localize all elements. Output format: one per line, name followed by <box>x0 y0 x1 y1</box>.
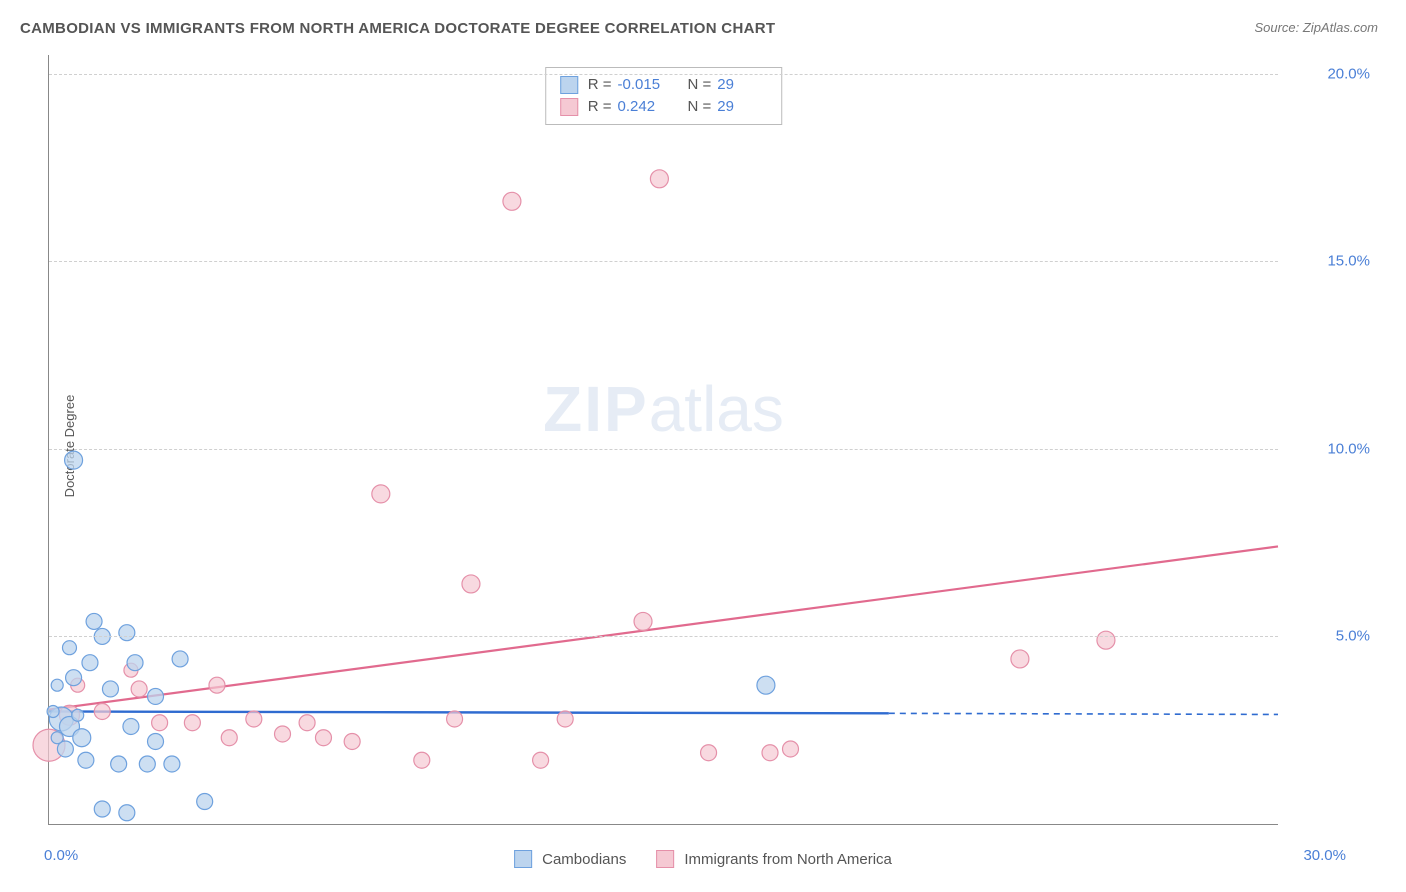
stat-r-value: -0.015 <box>618 74 668 96</box>
stats-legend-row: R = -0.015 N = 29 <box>560 74 768 96</box>
x-axis-end-label: 30.0% <box>1303 847 1346 864</box>
chart-title: CAMBODIAN VS IMMIGRANTS FROM NORTH AMERI… <box>20 20 775 37</box>
stat-n-value: 29 <box>717 74 767 96</box>
stat-r-label: R = <box>588 96 612 118</box>
source-attribution: Source: ZipAtlas.com <box>1254 20 1378 35</box>
y-tick-label: 20.0% <box>1327 65 1370 82</box>
stat-n-label: N = <box>688 74 712 96</box>
legend-swatch-blue <box>560 76 578 94</box>
stat-n-label: N = <box>688 96 712 118</box>
stats-legend-row: R = 0.242 N = 29 <box>560 96 768 118</box>
legend-swatch-blue <box>514 850 532 868</box>
stat-r-value: 0.242 <box>618 96 668 118</box>
y-tick-label: 15.0% <box>1327 253 1370 270</box>
legend-swatch-pink <box>656 850 674 868</box>
stat-r-label: R = <box>588 74 612 96</box>
legend-label: Cambodians <box>542 851 626 868</box>
legend-item-cambodians: Cambodians <box>514 850 626 868</box>
scatter-plot-svg <box>49 55 1278 824</box>
legend-item-immigrants: Immigrants from North America <box>656 850 892 868</box>
chart-plot-area: ZIPatlas R = -0.015 N = 29 R = 0.242 N =… <box>48 55 1278 825</box>
y-tick-label: 5.0% <box>1336 628 1370 645</box>
stat-n-value: 29 <box>717 96 767 118</box>
x-axis-origin-label: 0.0% <box>44 847 78 864</box>
series-legend: Cambodians Immigrants from North America <box>514 850 892 868</box>
legend-label: Immigrants from North America <box>684 851 892 868</box>
stats-legend: R = -0.015 N = 29 R = 0.242 N = 29 <box>545 67 783 125</box>
y-tick-label: 10.0% <box>1327 440 1370 457</box>
legend-swatch-pink <box>560 98 578 116</box>
